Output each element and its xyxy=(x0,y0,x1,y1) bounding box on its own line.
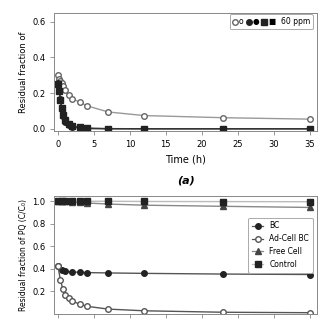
Y-axis label: Residual fraction of PQ (C/C₀): Residual fraction of PQ (C/C₀) xyxy=(19,199,28,311)
Text: (a): (a) xyxy=(177,176,195,186)
X-axis label: Time (h): Time (h) xyxy=(165,154,206,164)
Legend: o, ●, ■  60 ppm: o, ●, ■ 60 ppm xyxy=(230,14,313,29)
Legend: BC, Ad-Cell BC, Free Cell, Control: BC, Ad-Cell BC, Free Cell, Control xyxy=(248,218,313,273)
Y-axis label: Residual fraction of: Residual fraction of xyxy=(19,31,28,113)
